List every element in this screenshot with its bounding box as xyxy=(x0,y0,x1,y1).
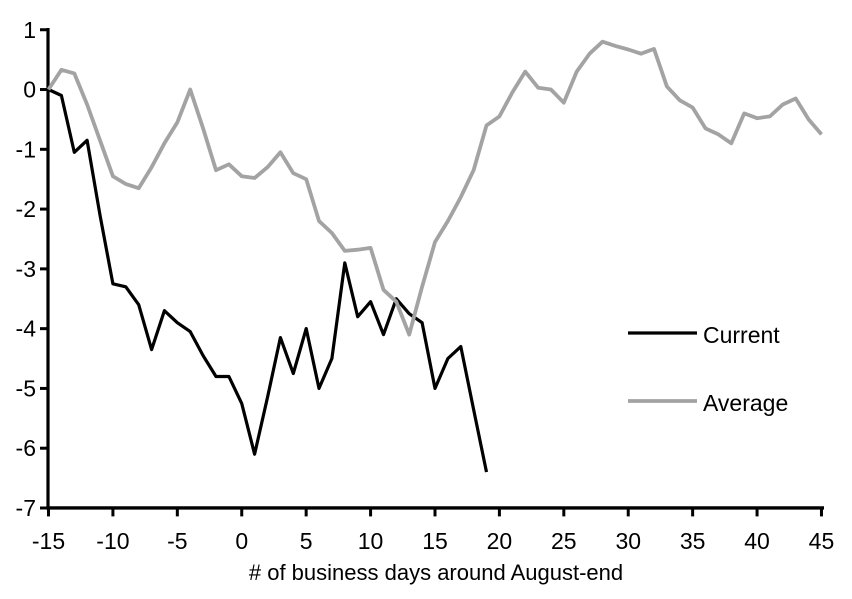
x-tick-label: -10 xyxy=(96,528,129,554)
y-tick-label: -6 xyxy=(16,435,36,461)
series-lines xyxy=(46,39,823,473)
legend: Current Average xyxy=(628,322,788,416)
y-tick-label: -2 xyxy=(16,196,36,222)
legend-current-label: Current xyxy=(703,322,780,348)
y-tick-label: 0 xyxy=(23,77,36,103)
x-tick-label: 10 xyxy=(358,528,384,554)
y-tick-label: -4 xyxy=(16,316,37,342)
x-tick-label: -5 xyxy=(167,528,187,554)
average-line xyxy=(46,39,823,337)
x-tick-label: 5 xyxy=(300,528,313,554)
x-axis-title: # of business days around August-end xyxy=(249,560,623,585)
y-tick-label: -1 xyxy=(16,136,36,162)
y-tick-labels: 1 0 -1 -2 -3 -4 -5 -6 -7 xyxy=(16,17,37,521)
x-tick-label: 45 xyxy=(809,528,835,554)
y-tick-label: 1 xyxy=(23,17,36,43)
y-tick-label: -7 xyxy=(16,495,36,521)
legend-average-label: Average xyxy=(703,390,788,416)
current-line xyxy=(47,88,489,473)
y-tick-label: -5 xyxy=(16,375,36,401)
y-tick-label: -3 xyxy=(16,256,36,282)
x-tick-label: -15 xyxy=(32,528,65,554)
x-tick-label: 40 xyxy=(744,528,770,554)
axes xyxy=(40,28,824,517)
x-tick-labels: -15 -10 -5 0 5 10 15 20 25 30 35 40 45 xyxy=(32,528,834,554)
x-tick-label: 0 xyxy=(235,528,248,554)
x-tick-label: 30 xyxy=(615,528,641,554)
x-tick-label: 15 xyxy=(422,528,448,554)
x-tick-label: 25 xyxy=(551,528,577,554)
x-tick-label: 35 xyxy=(680,528,706,554)
x-tick-label: 20 xyxy=(487,528,513,554)
